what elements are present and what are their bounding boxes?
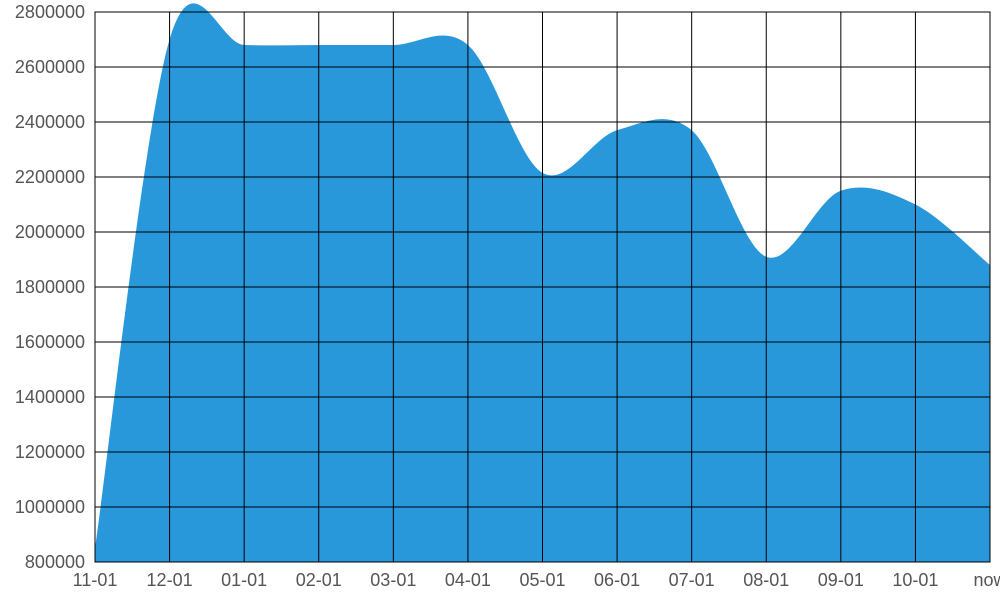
x-axis-label: 03-01	[370, 570, 416, 590]
y-axis-label: 800000	[25, 552, 85, 572]
y-axis-label: 2200000	[15, 167, 85, 187]
area-chart: 800000 1000000 1200000 1400000 1600000 180000…	[0, 0, 1000, 600]
x-axis-label: 07-01	[669, 570, 715, 590]
y-axis-label: 2000000	[15, 222, 85, 242]
x-axis-label: 12-01	[147, 570, 193, 590]
y-axis-label: 2400000	[15, 112, 85, 132]
x-axis-label: 01-01	[221, 570, 267, 590]
x-axis-label: now	[973, 570, 1000, 590]
chart-svg: 800000 1000000 1200000 1400000 1600000 180000…	[0, 0, 1000, 600]
y-axis-label: 2600000	[15, 57, 85, 77]
x-axis-label: 05-01	[519, 570, 565, 590]
y-axis-label: 2800000	[15, 2, 85, 22]
x-axis-label: 08-01	[743, 570, 789, 590]
x-axis-label: 06-01	[594, 570, 640, 590]
y-axis-label: 1800000	[15, 277, 85, 297]
x-axis-label: 11-01	[73, 570, 118, 590]
y-axis-label: 1000000	[15, 497, 85, 517]
x-axis-label: 04-01	[445, 570, 491, 590]
x-axis-label: 10-01	[892, 570, 938, 590]
x-axis-label: 09-01	[818, 570, 864, 590]
y-axis-label: 1600000	[15, 332, 85, 352]
y-axis-label: 1400000	[15, 387, 85, 407]
y-axis-label: 1200000	[15, 442, 85, 462]
x-axis-label: 02-01	[296, 570, 342, 590]
